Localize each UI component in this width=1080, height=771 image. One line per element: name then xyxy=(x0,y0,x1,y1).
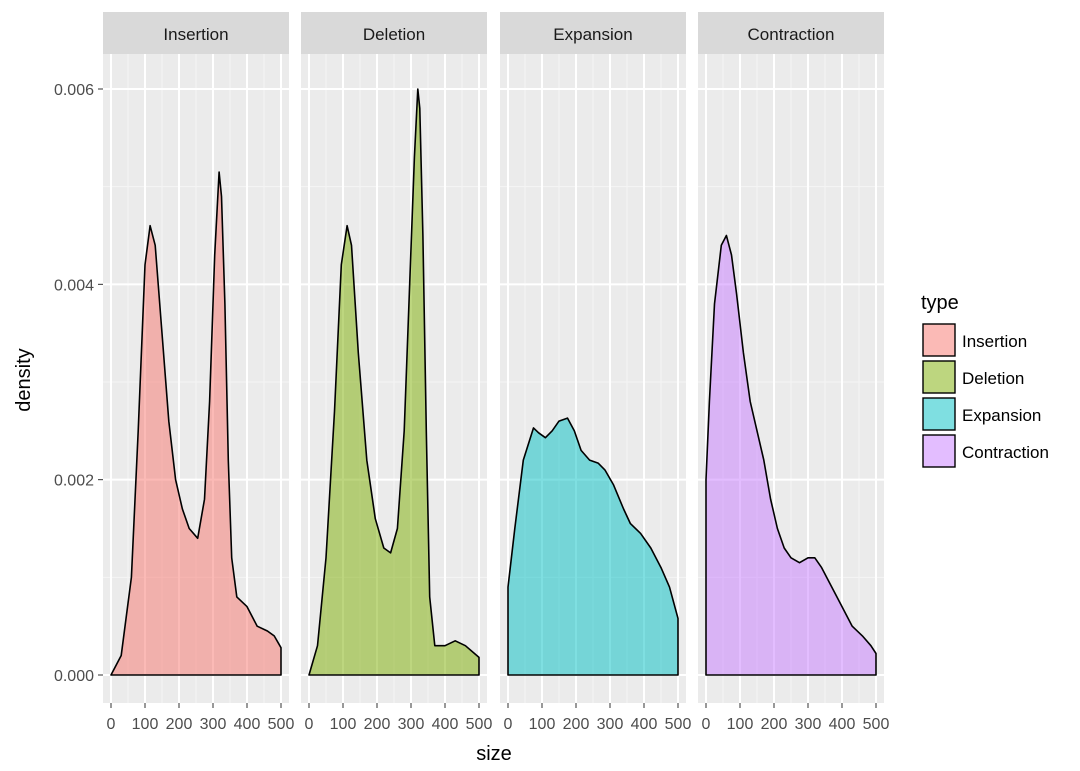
legend-key-insertion xyxy=(922,323,956,357)
facet-strip-label: Contraction xyxy=(748,25,835,44)
facet-strip-label: Deletion xyxy=(363,25,425,44)
x-tick-label: 200 xyxy=(166,716,193,733)
x-tick-label: 400 xyxy=(631,716,658,733)
x-tick-label: 400 xyxy=(432,716,459,733)
x-tick-label: 300 xyxy=(398,716,425,733)
legend-label: Contraction xyxy=(962,443,1049,462)
x-axis-title: size xyxy=(476,743,512,765)
x-tick-label: 0 xyxy=(107,716,116,733)
x-tick-label: 100 xyxy=(132,716,159,733)
x-tick-label: 100 xyxy=(330,716,357,733)
density-area-contraction xyxy=(705,234,877,676)
facet-strip xyxy=(500,12,686,54)
y-tick-label: 0.002 xyxy=(54,473,94,490)
x-tick-label: 300 xyxy=(597,716,624,733)
x-tick-label: 500 xyxy=(466,716,493,733)
legend: type Insertion Deletion Expansion Contracti… xyxy=(921,292,1049,468)
facet-strip-label: Insertion xyxy=(163,25,228,44)
facet-panel-expansion: Expansion 0 100 200 300 400 500 xyxy=(500,12,691,733)
density-area-deletion xyxy=(308,88,480,676)
x-tick-label: 500 xyxy=(665,716,692,733)
y-axis: 0.000 0.002 0.004 0.006 xyxy=(54,82,103,685)
facet-strip-label: Expansion xyxy=(553,25,632,44)
facet-panels: Insertion 0 100 200 300 400 500 Deletion 0 100 200… xyxy=(103,12,889,733)
x-tick-label: 0 xyxy=(504,716,513,733)
legend-key-deletion xyxy=(922,360,956,394)
x-tick-label: 200 xyxy=(761,716,788,733)
facet-panel-contraction: Contraction 0 100 200 300 400 500 xyxy=(698,12,889,733)
legend-label: Insertion xyxy=(962,332,1027,351)
x-tick-label: 100 xyxy=(727,716,754,733)
x-tick-label: 0 xyxy=(305,716,314,733)
density-area-insertion xyxy=(110,171,282,676)
facet-strip xyxy=(301,12,487,54)
x-tick-label: 500 xyxy=(863,716,890,733)
x-tick-label: 300 xyxy=(795,716,822,733)
x-tick-label: 100 xyxy=(529,716,556,733)
x-tick-label: 200 xyxy=(364,716,391,733)
x-tick-label: 300 xyxy=(200,716,227,733)
density-area-expansion xyxy=(507,417,679,676)
legend-key-contraction xyxy=(922,434,956,468)
facet-strip xyxy=(698,12,884,54)
y-tick-label: 0.000 xyxy=(54,668,94,685)
legend-key-expansion xyxy=(922,397,956,431)
facet-panel-deletion: Deletion 0 100 200 300 400 500 xyxy=(301,12,492,733)
y-tick-label: 0.006 xyxy=(54,82,94,99)
x-tick-label: 200 xyxy=(563,716,590,733)
legend-title: type xyxy=(921,292,959,314)
x-tick-label: 400 xyxy=(234,716,261,733)
facet-panel-insertion: Insertion 0 100 200 300 400 500 xyxy=(103,12,294,733)
x-tick-label: 0 xyxy=(702,716,711,733)
legend-label: Expansion xyxy=(962,406,1041,425)
y-tick-label: 0.004 xyxy=(54,277,94,294)
x-tick-label: 500 xyxy=(268,716,295,733)
y-axis-title: density xyxy=(13,348,35,411)
x-tick-label: 400 xyxy=(829,716,856,733)
legend-label: Deletion xyxy=(962,369,1024,388)
facet-strip xyxy=(103,12,289,54)
